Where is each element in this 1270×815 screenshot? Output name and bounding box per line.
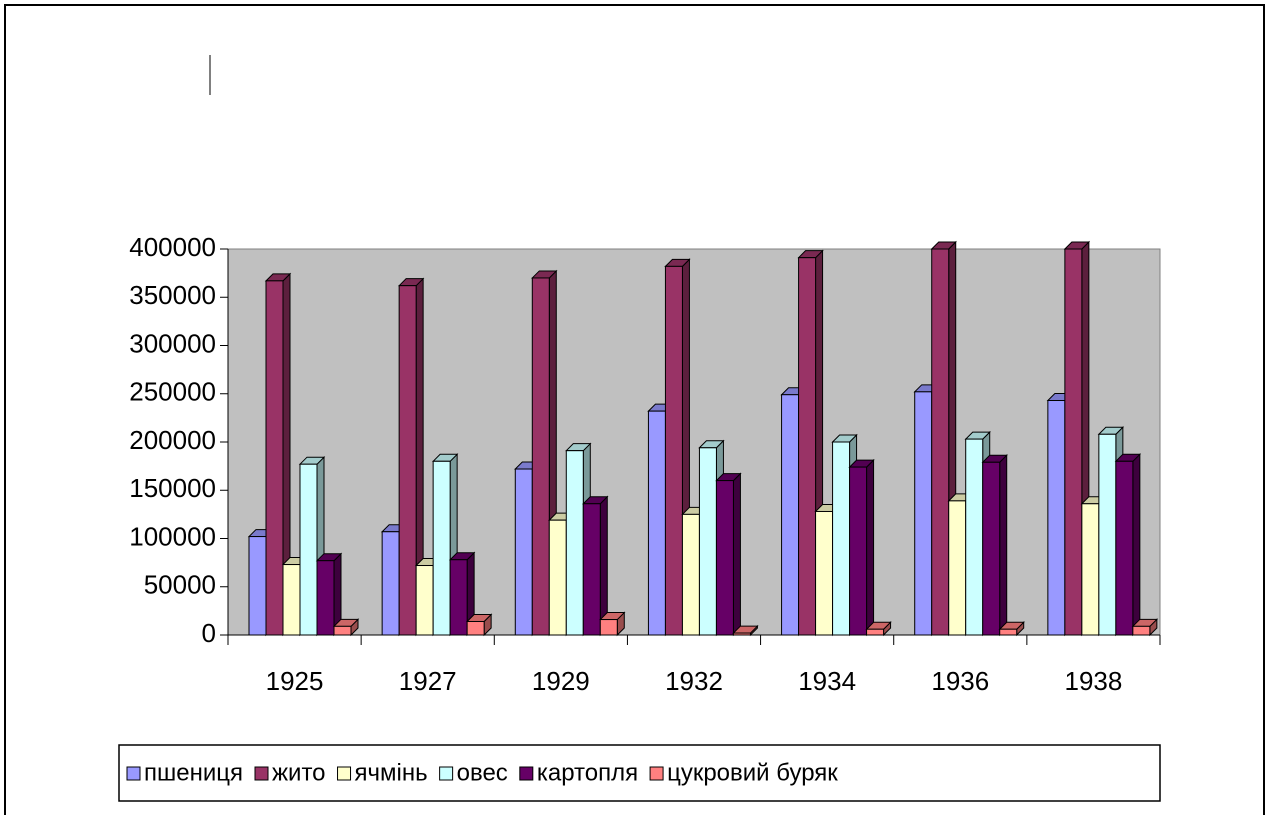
- bar: [1115, 460, 1134, 636]
- legend-swatch: [254, 766, 269, 781]
- y-tick-label: 350000: [129, 280, 216, 310]
- x-tick-label: 1932: [665, 666, 723, 696]
- x-tick-label: 1938: [1065, 666, 1123, 696]
- bar: [531, 277, 550, 636]
- bar: [1081, 503, 1100, 636]
- bar: [647, 410, 666, 636]
- y-tick-label: 250000: [129, 377, 216, 407]
- legend-label: овес: [457, 759, 508, 786]
- bar: [333, 625, 352, 636]
- bar: [1098, 433, 1117, 636]
- bar: [948, 500, 967, 636]
- bar: [466, 620, 485, 636]
- legend-swatch: [337, 766, 352, 781]
- bar: [381, 531, 400, 636]
- bar: [999, 628, 1018, 636]
- bar: [832, 441, 851, 636]
- bar: [316, 560, 335, 636]
- legend-label: цукровий буряк: [667, 759, 838, 786]
- bar: [681, 513, 700, 636]
- bar: [866, 628, 885, 636]
- bar: [282, 564, 301, 636]
- bar: [914, 391, 933, 636]
- legend-swatch: [439, 766, 454, 781]
- bar: [698, 447, 717, 636]
- y-tick-label: 400000: [129, 232, 216, 262]
- bar: [815, 510, 834, 636]
- y-tick-label: 150000: [129, 473, 216, 503]
- y-tick-label: 50000: [144, 570, 216, 600]
- bar: [781, 394, 800, 636]
- x-tick-label: 1934: [798, 666, 856, 696]
- x-tick-label: 1936: [931, 666, 989, 696]
- legend-swatch: [649, 766, 664, 781]
- bar: [449, 559, 468, 636]
- bar: [248, 536, 267, 636]
- x-tick-label: 1927: [399, 666, 457, 696]
- y-tick-label: 100000: [129, 521, 216, 551]
- y-tick-label: 300000: [129, 328, 216, 358]
- legend: [118, 744, 1161, 802]
- bar: [582, 503, 601, 636]
- bar: [798, 257, 817, 636]
- legend-label: ячмінь: [355, 759, 428, 786]
- legend-label: пшениця: [144, 759, 243, 786]
- x-tick-label: 1925: [266, 666, 324, 696]
- bar: [931, 248, 950, 636]
- bar: [849, 466, 868, 636]
- bar: [664, 265, 683, 636]
- bar-side: [866, 458, 875, 637]
- bar: [715, 480, 734, 636]
- bar: [415, 565, 434, 636]
- bar: [265, 280, 284, 636]
- bar-side: [999, 454, 1008, 637]
- bar: [548, 519, 567, 636]
- bar: [965, 438, 984, 636]
- legend-label: картопля: [537, 759, 638, 786]
- y-tick-label: 0: [202, 618, 216, 648]
- bar: [514, 468, 533, 636]
- bar: [565, 450, 584, 636]
- bar: [432, 460, 451, 636]
- bar: [982, 461, 1001, 636]
- bar-side: [732, 472, 741, 637]
- bar: [599, 619, 618, 636]
- legend-swatch: [126, 766, 141, 781]
- x-tick-label: 1929: [532, 666, 590, 696]
- bar: [398, 285, 417, 636]
- bar: [299, 463, 318, 636]
- legend-swatch: [519, 766, 534, 781]
- bar: [1132, 625, 1151, 636]
- bar: [1047, 400, 1066, 636]
- bar: [1064, 248, 1083, 636]
- legend-label: жито: [272, 759, 326, 786]
- y-tick-label: 200000: [129, 425, 216, 455]
- bar-side: [1132, 453, 1141, 637]
